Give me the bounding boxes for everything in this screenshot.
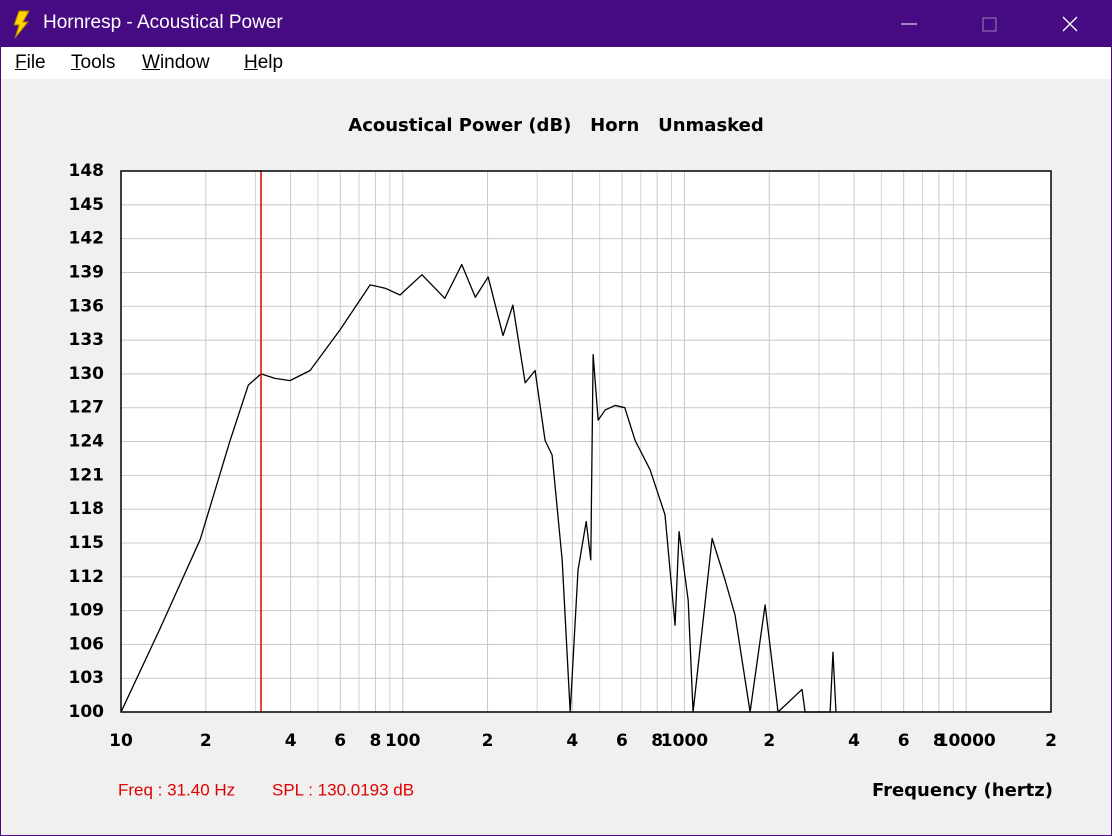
close-button[interactable]: [1062, 16, 1078, 32]
menu-item[interactable]: Tools: [71, 52, 116, 73]
y-tick-label: 100: [69, 702, 105, 722]
y-tick-label: 103: [69, 668, 105, 688]
y-tick-label: 115: [69, 533, 105, 553]
menu-item[interactable]: File: [15, 52, 46, 73]
y-tick-label: 142: [69, 229, 105, 249]
y-tick-label: 145: [69, 195, 105, 215]
window-title: Hornresp - Acoustical Power: [43, 12, 283, 33]
x-tick-label: 8: [651, 731, 663, 751]
menu-item[interactable]: Window: [142, 52, 210, 73]
y-tick-label: 112: [69, 567, 105, 587]
x-tick-label: 1000: [661, 731, 708, 751]
series-line: [120, 263, 837, 713]
y-tick-label: 109: [69, 601, 105, 621]
x-tick-label: 6: [898, 731, 910, 751]
title-bar: Hornresp - Acoustical Power: [1, 1, 1111, 47]
x-tick-label: 4: [566, 731, 578, 751]
y-tick-label: 118: [69, 499, 105, 519]
x-tick-label: 8: [370, 731, 382, 751]
y-tick-label: 148: [69, 161, 105, 181]
y-tick-label: 130: [69, 364, 105, 384]
plot-frame: [120, 170, 1052, 713]
menu-item[interactable]: Help: [244, 52, 284, 73]
y-tick-label: 139: [69, 262, 105, 282]
x-tick-label: 6: [616, 731, 628, 751]
menu-bar: File Tools Window Help: [1, 47, 1111, 79]
x-tick-label: 4: [285, 731, 297, 751]
chart-title: Acoustical Power (dB) Horn Unmasked: [348, 115, 763, 136]
x-tick-label: 2: [482, 731, 494, 751]
x-tick-label: 4: [848, 731, 860, 751]
app-icon: [13, 10, 30, 39]
x-tick-label: 2: [763, 731, 775, 751]
x-tick-label: 100: [385, 731, 421, 751]
x-tick-label: 8: [933, 731, 945, 751]
x-tick-label: 2: [200, 731, 212, 751]
y-tick-label: 106: [69, 634, 105, 654]
x-tick-label: 2: [1045, 731, 1057, 751]
x-axis-label: Frequency (hertz): [872, 780, 1053, 801]
cursor-readout: SPL : 130.0193 dB: [272, 780, 414, 799]
y-tick-label: 127: [69, 398, 105, 418]
title-bar-icons: [13, 10, 1078, 39]
y-tick-label: 124: [69, 432, 105, 452]
y-tick-label: 133: [69, 330, 105, 350]
y-tick-label: 136: [69, 296, 105, 316]
x-tick-label: 6: [334, 731, 346, 751]
y-tick-label: 121: [69, 465, 105, 485]
x-tick-label: 10: [109, 731, 133, 751]
x-tick-label: 10000: [937, 731, 996, 751]
maximize-button[interactable]: [982, 17, 997, 32]
cursor-readout: Freq : 31.40 Hz: [118, 780, 235, 799]
